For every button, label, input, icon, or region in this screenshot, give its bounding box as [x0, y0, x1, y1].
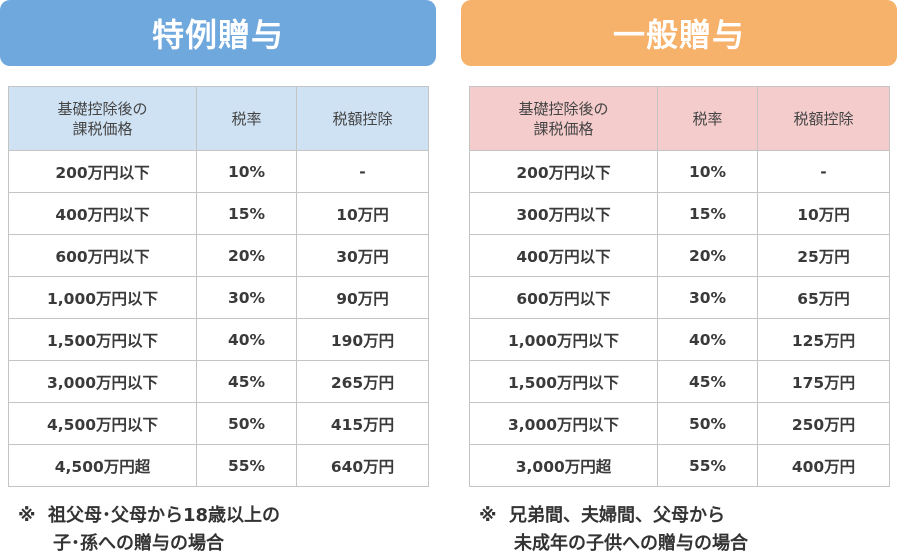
table-row: 600万円以下 20% 30万円 — [8, 234, 429, 277]
tax-rate-cell: 55% — [196, 444, 297, 487]
table-row: 200万円以下 10% - — [8, 150, 429, 193]
taxable-amount-cell: 3,000万円以下 — [469, 402, 658, 445]
deduction-cell: 265万円 — [296, 360, 429, 403]
table-row: 4,500万円超 55% 640万円 — [8, 444, 429, 487]
taxable-amount-cell: 300万円以下 — [469, 192, 658, 235]
note-line-2: 子･孫への贈与の場合 — [53, 533, 224, 554]
taxable-amount-cell: 1,000万円以下 — [8, 276, 197, 319]
taxable-amount-cell: 1,000万円以下 — [469, 318, 658, 361]
note-line-2: 未成年の子供への贈与の場合 — [514, 533, 748, 554]
header-tax-rate: 税率 — [657, 86, 758, 151]
taxable-amount-cell: 1,500万円以下 — [8, 318, 197, 361]
deduction-cell: 415万円 — [296, 402, 429, 445]
table-row: 3,000万円以下 45% 265万円 — [8, 360, 429, 403]
table-row: 200万円以下 10% - — [469, 150, 890, 193]
note-mark: ※ — [18, 505, 36, 526]
table-row: 4,500万円以下 50% 415万円 — [8, 402, 429, 445]
tax-rate-cell: 40% — [196, 318, 297, 361]
note-mark: ※ — [479, 505, 497, 526]
taxable-amount-cell: 200万円以下 — [8, 150, 197, 193]
tax-rate-cell: 15% — [657, 192, 758, 235]
special-gift-note: ※ 祖父母･父母から18歳以上の 子･孫への贈与の場合 — [18, 502, 438, 558]
tax-rate-cell: 30% — [196, 276, 297, 319]
table-row: 1,000万円以下 30% 90万円 — [8, 276, 429, 319]
deduction-cell: 175万円 — [757, 360, 890, 403]
special-gift-panel: 特例贈与 基礎控除後の 課税価格 税率 税額控除 200万円以下 10% - 400… — [0, 0, 436, 554]
header-deduction: 税額控除 — [757, 86, 890, 151]
general-gift-title: 一般贈与 — [461, 0, 897, 66]
special-gift-tax-table: 基礎控除後の 課税価格 税率 税額控除 200万円以下 10% - 400万円以下 1… — [8, 86, 429, 487]
tax-rate-cell: 45% — [196, 360, 297, 403]
tax-rate-cell: 20% — [657, 234, 758, 277]
tax-rate-cell: 20% — [196, 234, 297, 277]
tax-rate-cell: 30% — [657, 276, 758, 319]
deduction-cell: 400万円 — [757, 444, 890, 487]
deduction-cell: 30万円 — [296, 234, 429, 277]
header-deduction: 税額控除 — [296, 86, 429, 151]
general-gift-panel: 一般贈与 基礎控除後の 課税価格 税率 税額控除 200万円以下 10% - 300… — [461, 0, 897, 554]
tax-rate-cell: 15% — [196, 192, 297, 235]
table-row: 300万円以下 15% 10万円 — [469, 192, 890, 235]
table-row: 1,500万円以下 40% 190万円 — [8, 318, 429, 361]
deduction-cell: 250万円 — [757, 402, 890, 445]
deduction-cell: 65万円 — [757, 276, 890, 319]
tax-rate-cell: 40% — [657, 318, 758, 361]
deduction-cell: - — [757, 150, 890, 193]
special-gift-title: 特例贈与 — [0, 0, 436, 66]
header-taxable-amount: 基礎控除後の 課税価格 — [8, 86, 197, 151]
taxable-amount-cell: 600万円以下 — [8, 234, 197, 277]
deduction-cell: 125万円 — [757, 318, 890, 361]
taxable-amount-cell: 3,000万円超 — [469, 444, 658, 487]
taxable-amount-cell: 400万円以下 — [8, 192, 197, 235]
deduction-cell: 640万円 — [296, 444, 429, 487]
tax-rate-cell: 55% — [657, 444, 758, 487]
deduction-cell: 10万円 — [296, 192, 429, 235]
taxable-amount-cell: 400万円以下 — [469, 234, 658, 277]
deduction-cell: 25万円 — [757, 234, 890, 277]
taxable-amount-cell: 600万円以下 — [469, 276, 658, 319]
taxable-amount-cell: 200万円以下 — [469, 150, 658, 193]
tax-rate-cell: 45% — [657, 360, 758, 403]
tax-rate-cell: 10% — [196, 150, 297, 193]
deduction-cell: - — [296, 150, 429, 193]
deduction-cell: 10万円 — [757, 192, 890, 235]
table-row: 3,000万円以下 50% 250万円 — [469, 402, 890, 445]
taxable-amount-cell: 3,000万円以下 — [8, 360, 197, 403]
table-row: 1,000万円以下 40% 125万円 — [469, 318, 890, 361]
header-taxable-amount: 基礎控除後の 課税価格 — [469, 86, 658, 151]
deduction-cell: 90万円 — [296, 276, 429, 319]
general-gift-tax-table: 基礎控除後の 課税価格 税率 税額控除 200万円以下 10% - 300万円以下 1… — [469, 86, 890, 487]
table-row: 400万円以下 20% 25万円 — [469, 234, 890, 277]
header-tax-rate: 税率 — [196, 86, 297, 151]
table-header-row: 基礎控除後の 課税価格 税率 税額控除 — [469, 86, 890, 151]
table-header-row: 基礎控除後の 課税価格 税率 税額控除 — [8, 86, 429, 151]
table-row: 3,000万円超 55% 400万円 — [469, 444, 890, 487]
table-row: 1,500万円以下 45% 175万円 — [469, 360, 890, 403]
tax-rate-cell: 50% — [657, 402, 758, 445]
tax-rate-cell: 10% — [657, 150, 758, 193]
taxable-amount-cell: 1,500万円以下 — [469, 360, 658, 403]
table-row: 400万円以下 15% 10万円 — [8, 192, 429, 235]
note-line-1: 祖父母･父母から18歳以上の — [48, 505, 281, 526]
general-gift-note: ※ 兄弟間、夫婦間、父母から 未成年の子供への贈与の場合 — [479, 502, 897, 558]
tax-rate-cell: 50% — [196, 402, 297, 445]
table-row: 600万円以下 30% 65万円 — [469, 276, 890, 319]
note-line-1: 兄弟間、夫婦間、父母から — [509, 505, 725, 526]
taxable-amount-cell: 4,500万円超 — [8, 444, 197, 487]
taxable-amount-cell: 4,500万円以下 — [8, 402, 197, 445]
deduction-cell: 190万円 — [296, 318, 429, 361]
